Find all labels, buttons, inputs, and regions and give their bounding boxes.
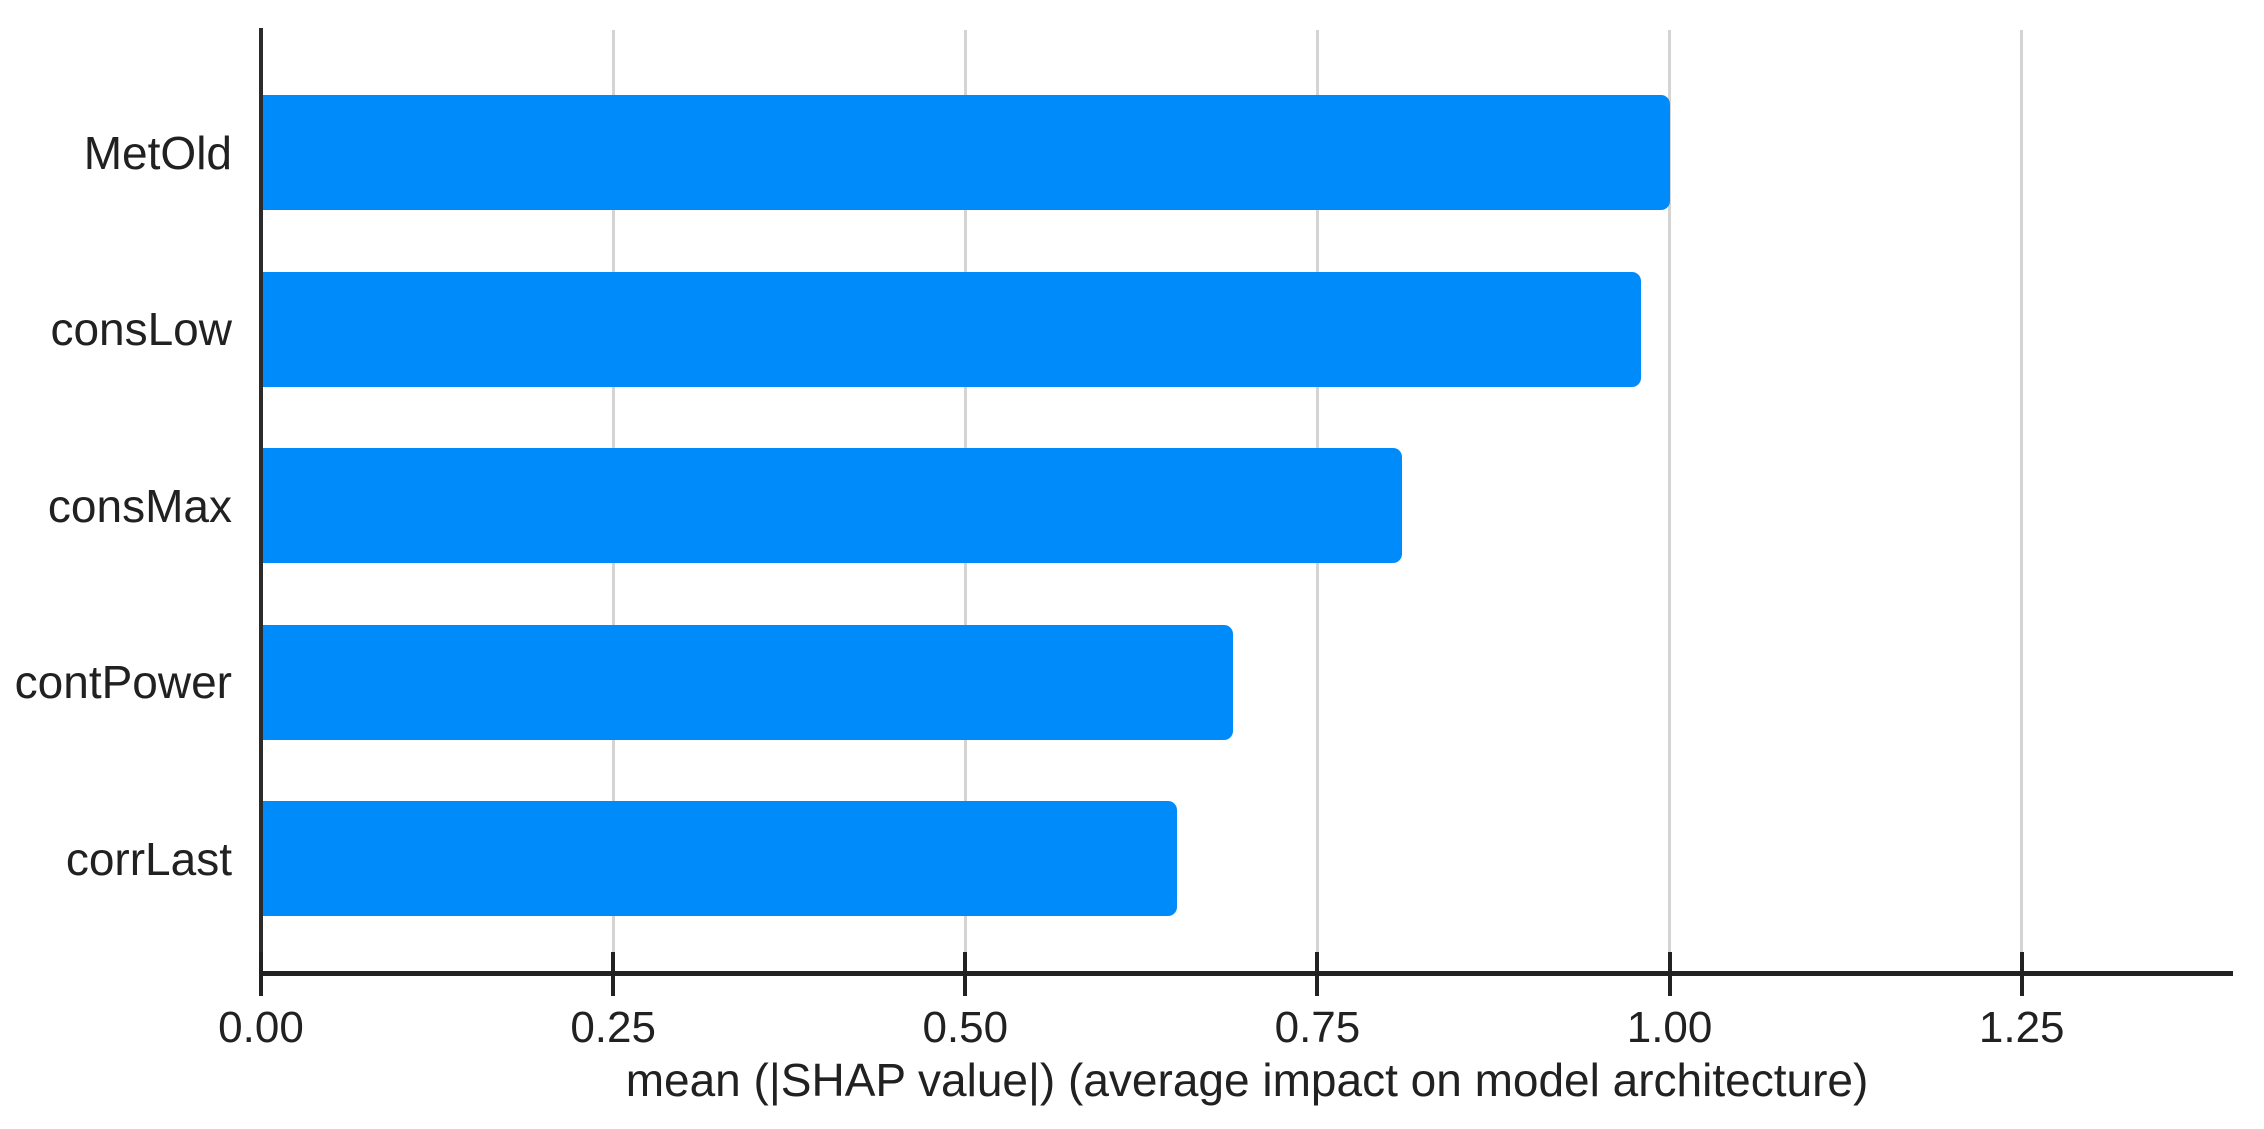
gridline-x-1.00 — [1668, 30, 1672, 974]
x-tick-label-1.00: 1.00 — [1626, 1003, 1713, 1052]
gridline-x-1.25 — [2020, 30, 2024, 974]
x-tick-mark-0.25 — [611, 952, 616, 996]
y-category-label-MetOld: MetOld — [83, 126, 232, 179]
x-tick-label-0.00: 0.00 — [218, 1003, 304, 1052]
x-tick-label-0.75: 0.75 — [1274, 1003, 1361, 1052]
x-tick-mark-0.00 — [259, 952, 263, 996]
y-category-label-contPower: contPower — [14, 656, 232, 708]
y-category-label-consLow: consLow — [50, 303, 232, 355]
x-tick-mark-1.00 — [1667, 952, 1672, 996]
x-tick-mark-1.25 — [2019, 952, 2024, 996]
x-tick-label-0.50: 0.50 — [922, 1003, 1009, 1052]
y-category-label-corrLast: corrLast — [65, 832, 232, 885]
bar-MetOld — [263, 95, 1670, 210]
x-tick-mark-0.75 — [1315, 952, 1320, 996]
plot-area — [261, 28, 2233, 974]
x-tick-label-0.25: 0.25 — [570, 1003, 656, 1052]
bar-consMax — [263, 448, 1402, 563]
x-axis-title: mean (|SHAP value|) (average impact on m… — [625, 1054, 1869, 1106]
y-category-label-consMax: consMax — [47, 479, 232, 532]
x-tick-mark-0.50 — [963, 952, 968, 996]
bar-corrLast — [263, 801, 1177, 916]
bar-contPower — [263, 624, 1233, 740]
y-axis-line — [259, 28, 263, 976]
x-tick-label-1.25: 1.25 — [1978, 1003, 2065, 1052]
x-axis-line — [259, 971, 2233, 976]
bar-consLow — [263, 271, 1642, 387]
